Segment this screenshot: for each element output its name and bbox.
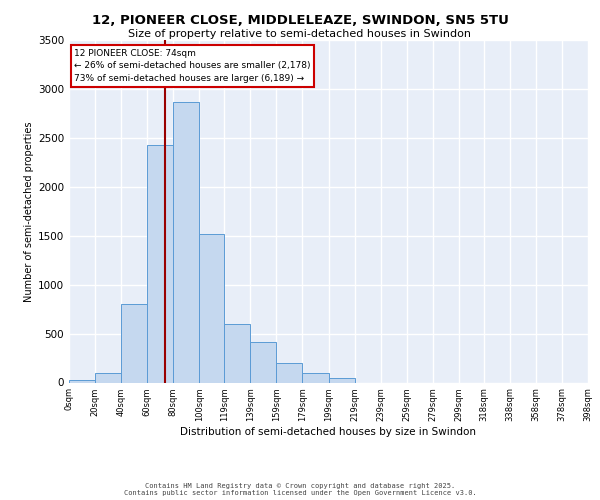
Bar — [329, 378, 355, 382]
Bar — [69, 380, 95, 382]
X-axis label: Distribution of semi-detached houses by size in Swindon: Distribution of semi-detached houses by … — [181, 427, 476, 437]
Bar — [173, 102, 199, 382]
Text: 12, PIONEER CLOSE, MIDDLELEAZE, SWINDON, SN5 5TU: 12, PIONEER CLOSE, MIDDLELEAZE, SWINDON,… — [92, 14, 508, 27]
Bar — [121, 304, 147, 382]
Bar — [302, 372, 329, 382]
Text: 12 PIONEER CLOSE: 74sqm
← 26% of semi-detached houses are smaller (2,178)
73% of: 12 PIONEER CLOSE: 74sqm ← 26% of semi-de… — [74, 48, 311, 84]
Text: Size of property relative to semi-detached houses in Swindon: Size of property relative to semi-detach… — [128, 29, 472, 39]
Bar — [277, 363, 302, 382]
Bar — [199, 234, 224, 382]
Bar — [224, 324, 250, 382]
Y-axis label: Number of semi-detached properties: Number of semi-detached properties — [24, 121, 34, 302]
Text: Contains HM Land Registry data © Crown copyright and database right 2025.
Contai: Contains HM Land Registry data © Crown c… — [124, 483, 476, 496]
Bar — [250, 342, 277, 382]
Bar — [147, 144, 173, 382]
Bar — [95, 372, 121, 382]
